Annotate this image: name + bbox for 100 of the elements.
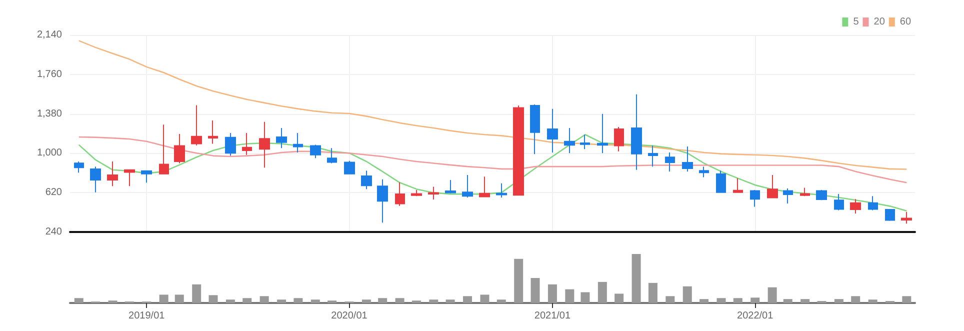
bar xyxy=(277,300,286,303)
candlestick xyxy=(850,198,861,214)
bar xyxy=(733,298,742,303)
candlestick xyxy=(868,196,878,211)
bar xyxy=(242,298,252,303)
candlestick xyxy=(496,182,507,198)
bar xyxy=(530,278,540,303)
candlestick xyxy=(445,179,456,194)
bar xyxy=(800,299,810,303)
y-tick-label: 620 xyxy=(45,187,62,198)
bar xyxy=(74,298,84,303)
candlestick xyxy=(259,121,270,168)
bar xyxy=(226,300,235,303)
candlestick xyxy=(580,134,590,150)
candlestick xyxy=(327,148,337,164)
bar xyxy=(514,258,524,303)
legend-label: 60 xyxy=(900,16,912,28)
bar xyxy=(768,287,777,303)
candlestick xyxy=(767,174,778,198)
bar xyxy=(174,294,184,303)
y-tick-label: 1,380 xyxy=(36,108,62,120)
candlestick xyxy=(513,105,524,196)
bar xyxy=(548,284,557,303)
candlestick xyxy=(530,104,540,155)
x-tick-label: 2021/01 xyxy=(534,310,571,322)
legend-label: 20 xyxy=(874,16,886,28)
candlestick xyxy=(276,128,287,149)
candlestick xyxy=(834,194,844,211)
bar xyxy=(310,300,320,303)
bar xyxy=(260,296,269,303)
candlestick xyxy=(614,126,624,152)
candlestick xyxy=(174,134,185,164)
candlestick xyxy=(395,182,405,206)
candlestick xyxy=(800,187,810,197)
bar xyxy=(429,300,438,303)
candlestick xyxy=(107,160,118,187)
candlestick xyxy=(783,188,793,204)
candlestick xyxy=(242,132,252,156)
bar xyxy=(378,298,388,303)
candlestick xyxy=(750,190,760,208)
candlestick xyxy=(733,178,743,194)
candlestick xyxy=(648,145,658,168)
candlestick xyxy=(564,128,575,154)
x-tick-label: 2022/01 xyxy=(737,310,774,322)
bar xyxy=(395,298,404,303)
bar xyxy=(783,299,792,303)
candlestick xyxy=(159,124,169,174)
bar xyxy=(496,300,506,303)
candlestick xyxy=(293,132,303,153)
x-tick-label: 2020/01 xyxy=(331,310,368,322)
x-tick-label: 2019/01 xyxy=(128,310,166,322)
bar xyxy=(851,296,860,303)
candlestick xyxy=(310,144,321,159)
candlestick xyxy=(816,190,827,201)
candlestick xyxy=(361,170,372,190)
bar xyxy=(480,294,490,303)
bar xyxy=(632,254,641,303)
candlestick xyxy=(225,132,236,156)
candlestick xyxy=(631,94,642,170)
bar xyxy=(362,300,371,303)
y-tick-label: 1,760 xyxy=(36,68,62,80)
candlestick xyxy=(885,208,895,222)
bar xyxy=(463,296,472,303)
bar xyxy=(750,298,760,303)
candlestick xyxy=(377,178,388,224)
bar xyxy=(208,295,218,303)
bar xyxy=(565,289,574,303)
candlestick xyxy=(428,186,439,200)
bar xyxy=(682,286,692,303)
candlestick xyxy=(411,190,422,197)
candlestick xyxy=(597,113,608,154)
candlestick xyxy=(547,108,558,153)
bar xyxy=(716,298,726,303)
bar xyxy=(598,282,607,303)
bar xyxy=(580,292,590,303)
bar xyxy=(700,299,709,303)
candlestick xyxy=(699,166,709,178)
bar xyxy=(648,282,658,303)
line-series xyxy=(78,40,908,170)
candlestick xyxy=(191,104,202,146)
candlestick xyxy=(716,170,726,193)
bar xyxy=(834,299,844,303)
candlestick xyxy=(124,169,135,187)
legend-label: 5 xyxy=(853,16,860,28)
line-series xyxy=(78,136,908,184)
candlestick xyxy=(682,146,693,172)
bar xyxy=(614,294,624,303)
candlestick xyxy=(901,211,912,224)
line-series xyxy=(78,134,908,212)
candlestick xyxy=(462,174,473,198)
bar xyxy=(192,284,202,303)
candlestick xyxy=(141,170,152,184)
candlestick xyxy=(479,176,490,198)
candlestick xyxy=(344,160,355,174)
bar xyxy=(159,294,168,303)
bar xyxy=(902,296,912,303)
bar xyxy=(868,300,878,303)
y-tick-label: 2,140 xyxy=(36,30,62,40)
candlestick xyxy=(208,120,218,144)
bar xyxy=(446,300,455,303)
